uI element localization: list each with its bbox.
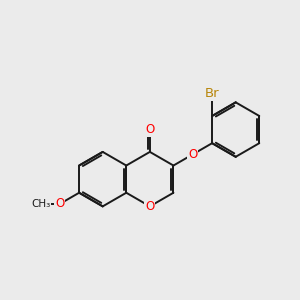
Text: O: O xyxy=(145,123,154,136)
Text: O: O xyxy=(145,200,154,213)
Text: O: O xyxy=(55,197,64,210)
Text: Br: Br xyxy=(205,87,219,100)
Text: O: O xyxy=(188,148,197,161)
Text: CH₃: CH₃ xyxy=(31,199,50,209)
